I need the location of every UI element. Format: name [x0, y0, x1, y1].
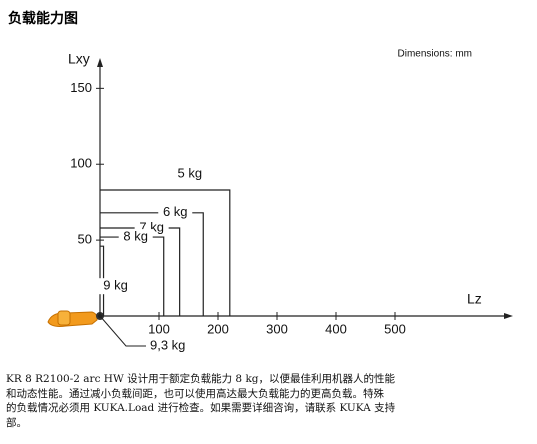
- load-curve: [100, 189, 231, 316]
- y-axis-label: Lxy: [68, 51, 90, 67]
- x-tick-label: 500: [384, 321, 406, 336]
- text-line: 部。: [6, 416, 27, 429]
- label-bg: [98, 278, 133, 295]
- load-curve: [100, 227, 181, 316]
- chart: Dimensions: mm Lz Lxy 100 200 300 400 500 50 100…: [47, 49, 513, 352]
- x-tick-label: 200: [207, 321, 229, 336]
- x-tick-label: 300: [266, 321, 288, 336]
- robot-icon: [47, 310, 104, 327]
- title: 负载能力图: [8, 11, 78, 27]
- series-label: 6 kg: [163, 204, 188, 219]
- text-line: 和动态性能。通过减小负载间距，也可以使用高达最大负载能力的更高负载。特殊: [6, 387, 384, 400]
- x-tick-label: 400: [325, 321, 347, 336]
- series-label: 9,3 kg: [150, 337, 185, 352]
- series-label: 9 kg: [103, 278, 128, 293]
- label-bg: [158, 204, 193, 221]
- y-tick-label: 150: [70, 80, 92, 95]
- unit-note: Dimensions: mm: [398, 49, 472, 60]
- label-bg: [118, 229, 153, 246]
- pointer: [99, 315, 146, 347]
- series-label: 5 kg: [178, 165, 203, 180]
- load-curve: [100, 236, 165, 316]
- description: KR 8 R2100-2 arc HW 设计用于额定负载能力 8 kg，以便最佳…: [6, 372, 395, 430]
- y-tick-label: 100: [70, 156, 92, 171]
- x-axis-label: Lz: [467, 291, 482, 307]
- load-curve: [100, 212, 204, 316]
- x-tick-label: 100: [148, 321, 170, 336]
- y-arrow: [97, 58, 103, 67]
- text-line: KR 8 R2100-2 arc HW 设计用于额定负载能力 8 kg，以便最佳…: [6, 373, 396, 385]
- text-line: 的负载情况必须用 KUKA.Load 进行检查。如果需要详细咨询，请联系 KUK…: [6, 402, 396, 414]
- y-tick-label: 50: [78, 232, 92, 247]
- x-arrow: [504, 313, 513, 319]
- series-label: 8 kg: [123, 229, 148, 244]
